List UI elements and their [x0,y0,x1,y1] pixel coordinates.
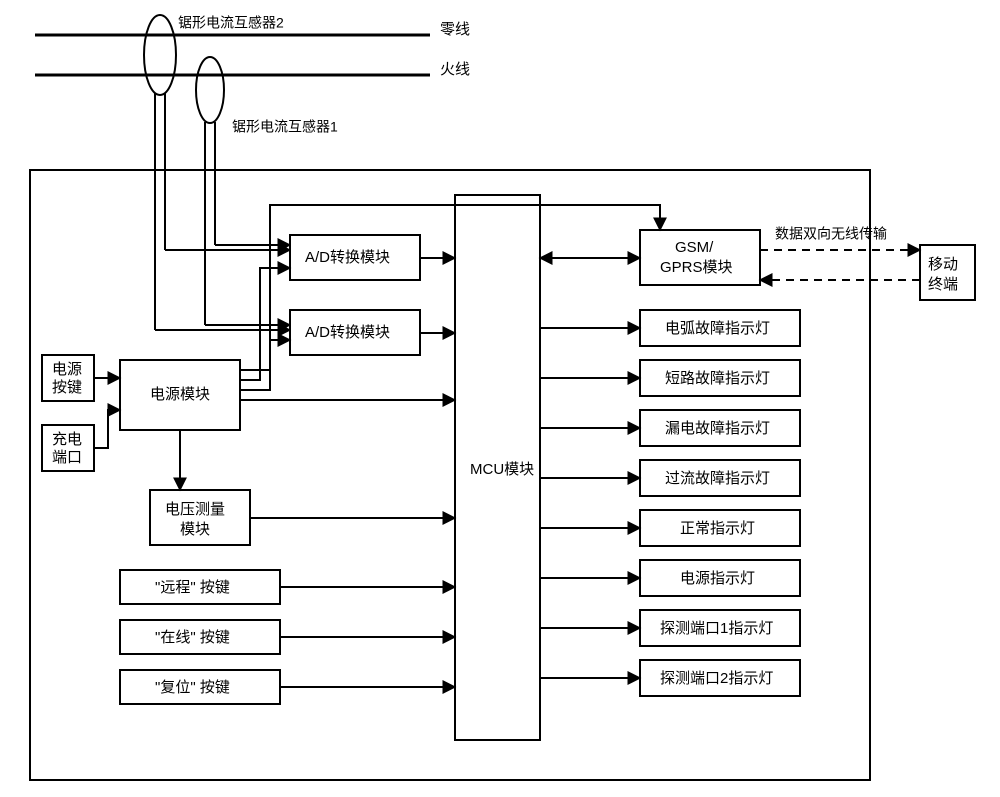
mcu-label: MCU模块 [470,461,534,478]
led-power-label: 电源指示灯 [680,570,755,587]
gsm-label-l2: GPRS模块 [660,259,733,276]
gsm-box: GSM/ GPRS模块 [640,230,760,285]
online-button-box: "在线" 按键 [120,620,280,654]
charge-port-box: 充电 端口 [42,425,94,471]
online-button-label: "在线" 按键 [155,629,230,646]
led-over-label: 过流故障指示灯 [665,469,770,487]
charge-port-label-l2: 端口 [52,449,82,466]
led-port2-box: 探测端口2指示灯 [640,660,800,696]
ad2-label: A/D转换模块 [305,324,390,341]
voltage-meas-l2: 模块 [180,521,210,538]
power-module-label: 电源模块 [150,386,210,403]
led-over-box: 过流故障指示灯 [640,460,800,496]
voltage-meas-l1: 电压测量 [165,501,225,518]
conn-pwrmod-ad2 [240,340,290,390]
led-leak-label: 漏电故障指示灯 [665,419,770,437]
remote-button-box: "远程" 按键 [120,570,280,604]
ad2-box: A/D转换模块 [290,310,420,355]
led-port2-label: 探测端口2指示灯 [660,670,773,687]
mobile-terminal-l1: 移动 [928,256,958,273]
led-port1-box: 探测端口1指示灯 [640,610,800,646]
power-module-box: 电源模块 [120,360,240,430]
led-leak-box: 漏电故障指示灯 [640,410,800,446]
voltage-meas-box: 电压测量 模块 [150,490,250,545]
led-short-box: 短路故障指示灯 [640,360,800,396]
reset-button-box: "复位" 按键 [120,670,280,704]
remote-button-label: "远程" 按键 [155,579,230,596]
mobile-terminal-l2: 终端 [928,276,958,293]
led-short-label: 短路故障指示灯 [665,369,770,387]
power-button-label-l2: 按键 [52,379,82,396]
led-normal-label: 正常指示灯 [680,520,755,537]
ct1-ellipse [196,57,224,123]
ct2-ellipse [144,15,176,95]
mcu-box: MCU模块 [455,195,540,740]
power-button-label-l1: 电源 [52,361,82,378]
conn-charge-pwrmod [94,410,120,448]
ad1-box: A/D转换模块 [290,235,420,280]
gsm-label-l1: GSM/ [675,239,714,256]
led-port1-label: 探测端口1指示灯 [660,620,773,637]
ct2-label: 锯形电流互感器2 [178,15,284,31]
power-button-box: 电源 按键 [42,355,94,401]
mobile-terminal-box: 移动 终端 [920,245,975,300]
ct1-label: 锯形电流互感器1 [232,119,338,135]
neutral-label: 零线 [440,21,470,38]
ad1-label: A/D转换模块 [305,249,390,266]
led-power-box: 电源指示灯 [640,560,800,596]
led-normal-box: 正常指示灯 [640,510,800,546]
wireless-label: 数据双向无线传输 [775,226,887,242]
reset-button-label: "复位" 按键 [155,678,230,696]
led-arc-label: 电弧故障指示灯 [665,319,770,337]
charge-port-label-l1: 充电 [52,431,82,448]
live-label: 火线 [440,61,470,78]
led-arc-box: 电弧故障指示灯 [640,310,800,346]
